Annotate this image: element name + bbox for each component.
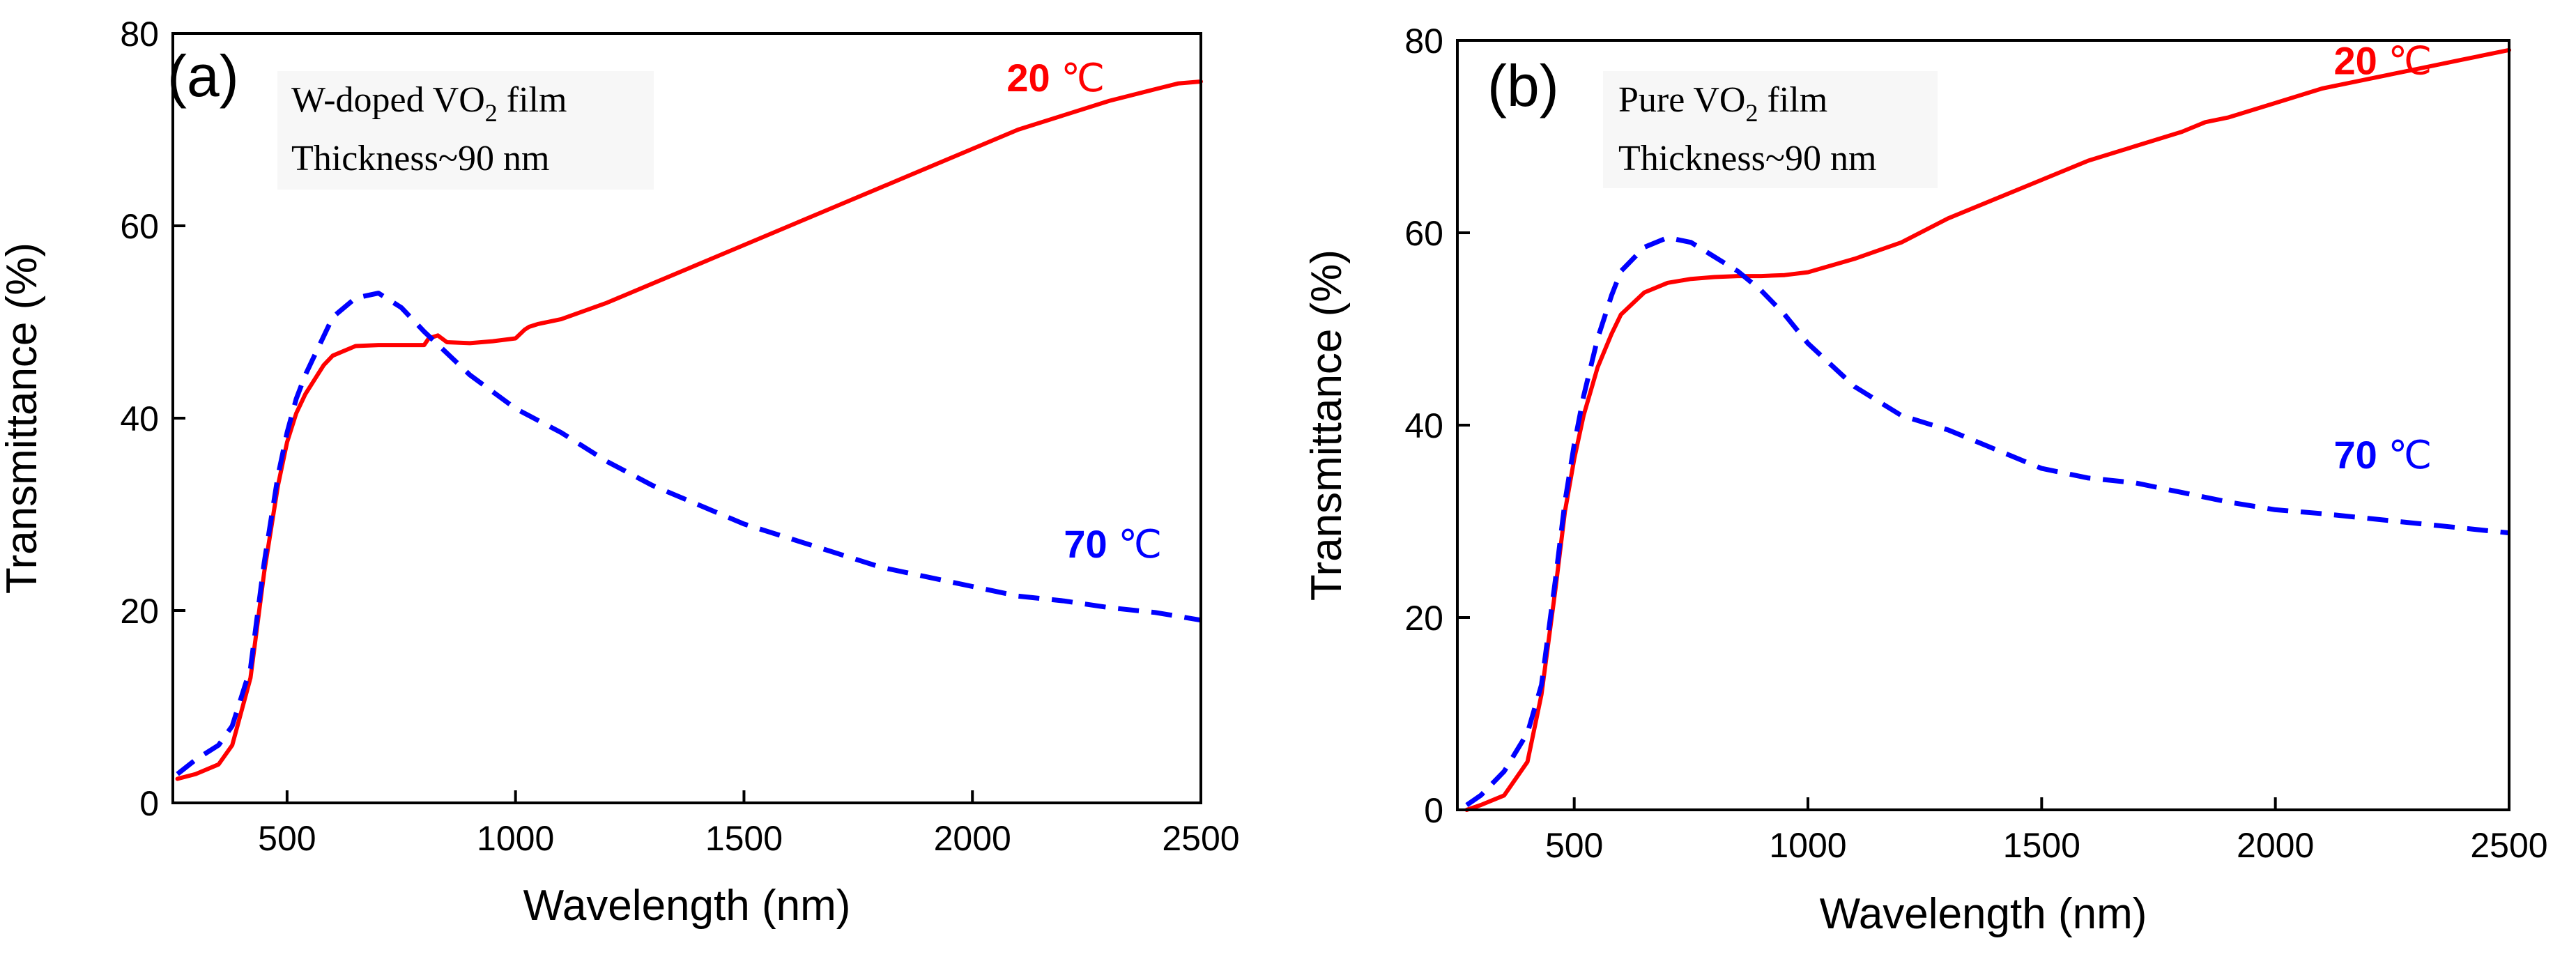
x-tick-label: 2500 xyxy=(2470,826,2547,865)
series-label-20c: 20 ℃ xyxy=(1006,56,1105,101)
x-tick-label: 2500 xyxy=(1162,819,1239,858)
y-tick-label: 60 xyxy=(1404,214,1443,253)
x-tick-label: 2000 xyxy=(2237,826,2314,865)
y-tick-label: 40 xyxy=(120,399,159,438)
annotation-text: Thickness~90 nm xyxy=(291,139,549,178)
series-label-number: 20 xyxy=(2334,38,2389,82)
series-line-70c xyxy=(1465,235,2510,807)
x-axis-title: Wavelength (nm) xyxy=(1820,890,2147,938)
x-tick-label: 1500 xyxy=(2003,826,2080,865)
y-axis-title: Transmittance (%) xyxy=(1303,250,1351,601)
y-tick-label: 0 xyxy=(1424,791,1443,830)
series-label-70c: 70 ℃ xyxy=(1064,522,1162,567)
y-axis-title: Transmittance (%) xyxy=(0,243,46,594)
x-tick-label: 1000 xyxy=(1769,826,1846,865)
y-tick-label: 80 xyxy=(1404,22,1443,61)
series-label-unit: ℃ xyxy=(2388,38,2432,84)
annotation-subscript: 2 xyxy=(1745,99,1758,127)
panel-label: (b) xyxy=(1487,53,1559,118)
x-tick-label: 2000 xyxy=(934,819,1011,858)
series-label-number: 70 xyxy=(2334,433,2389,477)
series-line-20c xyxy=(175,79,1203,781)
annotation-text: W-doped VO xyxy=(291,80,485,120)
x-tick-label: 500 xyxy=(258,819,316,858)
annotation-subscript: 2 xyxy=(485,99,498,127)
y-tick-label: 60 xyxy=(120,207,159,246)
series-label-unit: ℃ xyxy=(2388,433,2432,478)
annotation-line: Thickness~90 nm xyxy=(291,139,549,178)
panel-label: (a) xyxy=(167,43,239,109)
annotation-box xyxy=(277,71,654,190)
annotation-text: Thickness~90 nm xyxy=(1618,139,1876,178)
series-label-number: 70 xyxy=(1064,522,1118,566)
series-label-20c: 20 ℃ xyxy=(2334,38,2432,84)
x-axis-title: Wavelength (nm) xyxy=(523,882,851,930)
x-tick-label: 500 xyxy=(1545,826,1603,865)
series-label-unit: ℃ xyxy=(1118,522,1162,567)
x-tick-label: 1500 xyxy=(705,819,783,858)
annotation-text: Pure VO xyxy=(1618,80,1745,120)
series-label-unit: ℃ xyxy=(1061,56,1105,101)
chart-panel-b: 500 1000 1500 2000 2500 0 20 40 60 80 Wavelength (… xyxy=(1303,22,2548,938)
series-line-70c xyxy=(176,291,1202,776)
y-tick-label: 40 xyxy=(1404,406,1443,445)
annotation-text: film xyxy=(498,80,567,120)
chart-panel-a: 500 1000 1500 2000 2500 0 20 40 60 80 Wavelength (… xyxy=(0,15,1240,930)
annotation-line: W-doped VO2 film xyxy=(291,80,567,127)
annotation-box xyxy=(1603,71,1938,188)
y-tick-label: 20 xyxy=(120,592,159,631)
y-tick-label: 20 xyxy=(1404,599,1443,638)
series-label-70c: 70 ℃ xyxy=(2334,433,2432,478)
annotation-line: Pure VO2 film xyxy=(1618,80,1827,127)
x-tick-label: 1000 xyxy=(477,819,554,858)
y-tick-label: 80 xyxy=(120,15,159,54)
series-label-number: 20 xyxy=(1006,56,1061,100)
annotation-text: film xyxy=(1758,80,1827,120)
annotation-line: Thickness~90 nm xyxy=(1618,139,1876,178)
y-tick-label: 0 xyxy=(139,784,159,823)
